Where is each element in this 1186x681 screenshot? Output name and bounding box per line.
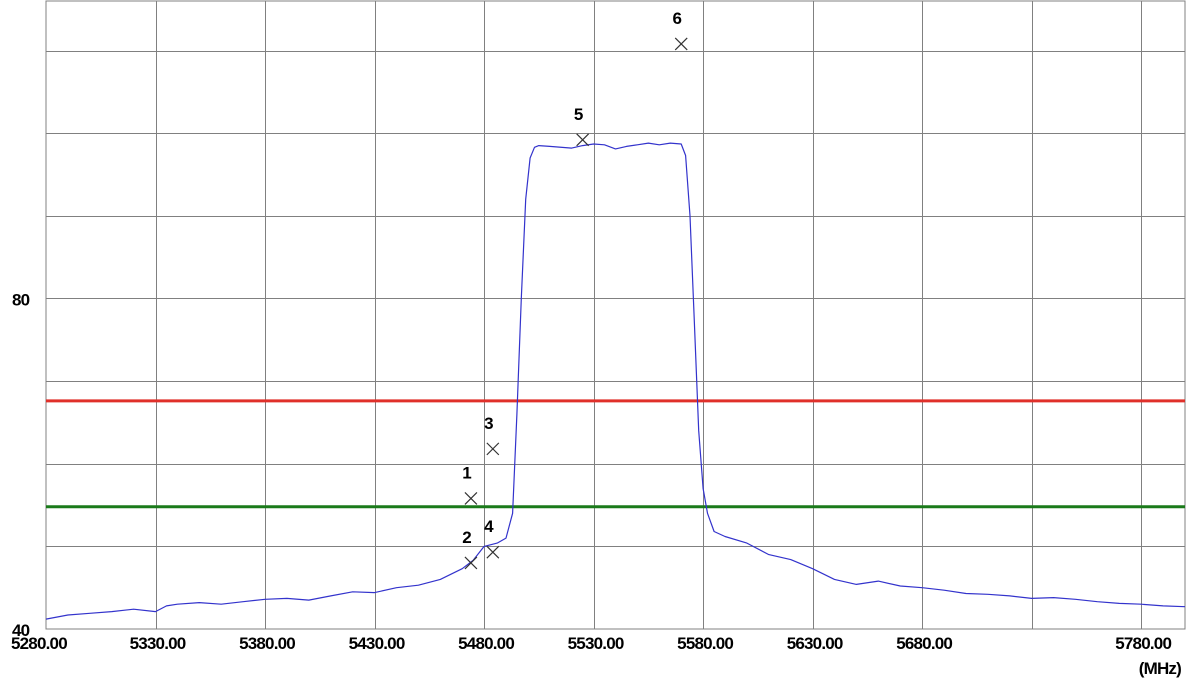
grid (46, 1, 1185, 629)
x-tick-label: 5630.00 (787, 634, 843, 653)
x-tick-label: 5480.00 (458, 634, 514, 653)
marker-2-label: 2 (462, 528, 471, 547)
markers: 1 2 3 4 5 6 (462, 9, 688, 570)
marker-2-cross (464, 556, 478, 570)
x-tick-label: 5380.00 (239, 634, 295, 653)
marker-1-label: 1 (462, 463, 471, 482)
trace-series (45, 142, 1186, 620)
y-tick-label: 80 (12, 290, 30, 309)
limit-lines (46, 399, 1185, 509)
marker-3-cross (486, 442, 500, 456)
y-tick-label: 40 (12, 621, 30, 640)
plot-background (46, 0, 1185, 629)
x-unit-label: (MHz) (1139, 659, 1181, 678)
x-tick-labels: 5280.00 5330.00 5380.00 5430.00 5480.00 5530.… (11, 634, 1172, 653)
marker-5-label: 5 (574, 105, 583, 124)
trace-line (45, 142, 1186, 620)
x-tick-label: 5330.00 (130, 634, 186, 653)
x-tick-label: 5530.00 (568, 634, 624, 653)
y-tick-labels: 40 80 (12, 290, 30, 640)
x-tick-label: 5430.00 (349, 634, 405, 653)
marker-6-label: 6 (672, 9, 681, 28)
plot-frame (45, 0, 1186, 630)
marker-5-cross (576, 133, 590, 147)
marker-1-cross (464, 492, 478, 505)
x-tick-label: 5580.00 (677, 634, 733, 653)
marker-6-cross (674, 37, 688, 51)
x-tick-label: 5680.00 (896, 634, 952, 653)
marker-4-cross (486, 545, 500, 559)
marker-4-label: 4 (484, 517, 494, 536)
marker-3-label: 3 (484, 414, 493, 433)
x-tick-label: 5280.00 (11, 634, 67, 653)
x-tick-label: 5780.00 (1115, 634, 1171, 653)
